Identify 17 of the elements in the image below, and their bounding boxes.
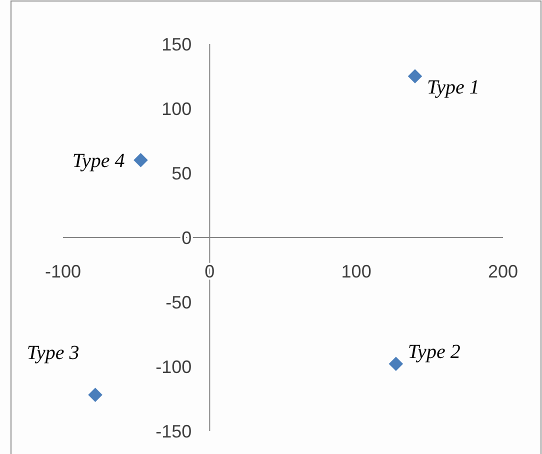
point [88, 388, 102, 402]
annotation: Type 2 [408, 340, 460, 363]
y-tick-label: 150 [162, 34, 192, 54]
x-tick-label: -100 [44, 262, 82, 282]
x-tick-label: 200 [488, 262, 518, 282]
annotation: Type 4 [72, 150, 125, 172]
y-tick-label: 50 [172, 163, 192, 184]
annotation: Type 1 [427, 76, 480, 98]
point [134, 152, 148, 168]
y-tick-label: 100 [162, 98, 192, 119]
annotation: Type 3 [26, 342, 80, 364]
y-tick-label: -100 [156, 356, 192, 377]
y-tick-label: -50 [166, 292, 192, 312]
point [408, 69, 422, 84]
point [388, 356, 404, 372]
x-tick-label: 100 [341, 262, 372, 282]
y-tick-label: -150 [156, 421, 192, 442]
